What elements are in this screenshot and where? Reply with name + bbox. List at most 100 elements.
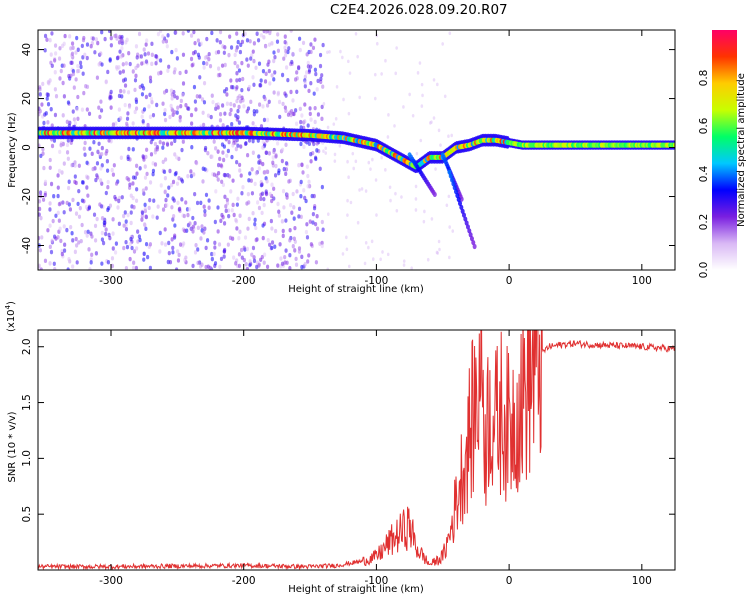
noise-speckle: [245, 38, 250, 43]
noise-speckle: [124, 226, 129, 232]
noise-speckle: [280, 261, 285, 267]
noise-speckle: [438, 247, 441, 252]
noise-speckle: [280, 158, 284, 164]
noise-speckle: [250, 191, 255, 196]
noise-speckle: [46, 228, 50, 233]
chirp-point: [459, 196, 464, 202]
noise-speckle: [347, 111, 351, 116]
noise-speckle: [356, 54, 359, 59]
noise-speckle: [282, 166, 286, 172]
noise-speckle: [291, 98, 295, 103]
noise-speckle: [85, 233, 89, 238]
noise-speckle: [49, 249, 54, 255]
noise-speckle: [206, 264, 210, 269]
noise-speckle: [253, 181, 257, 187]
noise-speckle: [445, 203, 449, 208]
noise-speckle: [58, 226, 62, 231]
noise-speckle: [90, 234, 94, 239]
noise-speckle: [176, 249, 180, 254]
noise-speckle: [141, 86, 146, 91]
noise-speckle: [235, 85, 239, 90]
noise-speckle: [158, 230, 162, 236]
noise-speckle: [309, 117, 313, 122]
noise-speckle: [77, 188, 81, 194]
noise-speckle: [94, 238, 98, 243]
noise-speckle: [136, 229, 140, 234]
colorbar-tick-label: 0.6: [698, 117, 710, 134]
noise-speckle: [53, 267, 57, 270]
noise-speckle: [374, 178, 378, 182]
noise-speckle: [270, 245, 274, 251]
noise-speckle: [437, 128, 441, 133]
noise-speckle: [420, 82, 424, 87]
noise-speckle: [238, 168, 242, 173]
noise-speckle: [73, 163, 77, 168]
noise-speckle: [400, 195, 403, 199]
noise-speckle: [231, 202, 235, 208]
noise-speckle: [133, 87, 137, 93]
noise-speckle: [251, 210, 255, 216]
noise-speckle: [307, 88, 311, 94]
noise-speckle: [238, 162, 242, 168]
noise-speckle: [41, 151, 45, 156]
noise-speckle: [261, 235, 265, 241]
noise-speckle: [138, 166, 142, 171]
snr-scale-close: ): [6, 301, 17, 305]
noise-speckle: [313, 105, 317, 111]
noise-speckle: [199, 41, 203, 46]
noise-speckle: [252, 41, 256, 46]
noise-speckle: [195, 200, 200, 206]
noise-speckle: [205, 36, 209, 42]
noise-speckle: [99, 108, 104, 113]
noise-speckle: [113, 250, 118, 255]
noise-speckle: [268, 191, 272, 197]
noise-speckle: [128, 182, 132, 187]
noise-speckle: [85, 185, 89, 190]
noise-speckle: [284, 142, 288, 147]
noise-speckle: [261, 104, 265, 109]
noise-speckle: [53, 112, 58, 118]
noise-speckle: [75, 69, 80, 74]
noise-speckle: [219, 256, 224, 262]
noise-speckle: [96, 175, 100, 180]
noise-speckle: [393, 124, 396, 128]
noise-speckle: [145, 38, 149, 43]
noise-speckle: [117, 40, 122, 45]
noise-speckle: [276, 90, 280, 96]
noise-speckle: [334, 117, 338, 121]
noise-speckle: [300, 254, 304, 260]
noise-speckle: [261, 223, 265, 228]
noise-speckle: [63, 242, 67, 247]
colorbar-tick-label: 0.4: [698, 165, 710, 182]
noise-speckle: [124, 61, 128, 66]
chirp-point: [467, 228, 472, 234]
noise-speckle: [135, 187, 139, 192]
noise-speckle: [45, 37, 49, 42]
noise-speckle: [371, 257, 375, 261]
noise-speckle: [294, 256, 298, 262]
noise-speckle: [108, 96, 112, 101]
noise-speckle: [179, 98, 183, 104]
noise-speckle: [234, 217, 238, 223]
noise-speckle: [43, 258, 48, 264]
noise-speckle: [236, 39, 240, 45]
noise-speckle: [414, 208, 418, 212]
noise-speckle: [147, 205, 151, 211]
noise-speckle: [291, 243, 295, 249]
noise-speckle: [71, 71, 76, 77]
noise-speckle: [322, 102, 326, 106]
noise-speckle: [45, 92, 49, 97]
noise-speckle: [250, 167, 254, 172]
noise-speckle: [143, 52, 147, 57]
noise-speckle: [140, 213, 144, 219]
chirp-point: [447, 169, 452, 175]
noise-speckle: [140, 92, 145, 97]
noise-speckle: [261, 68, 266, 74]
chirp-point: [461, 212, 466, 218]
snr-scale-label: (x104): [4, 301, 17, 332]
noise-speckle: [65, 119, 69, 125]
noise-speckle: [100, 151, 104, 157]
noise-speckle: [78, 60, 83, 66]
noise-speckle: [305, 70, 309, 75]
noise-speckle: [145, 147, 149, 152]
